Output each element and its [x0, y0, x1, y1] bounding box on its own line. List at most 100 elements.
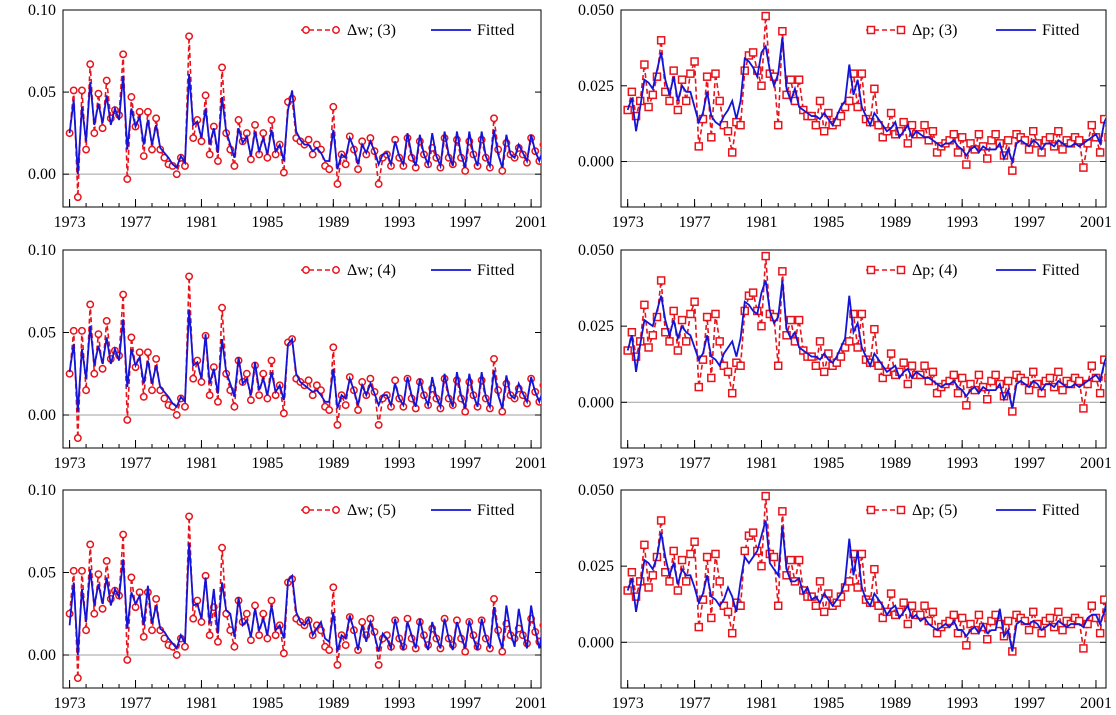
actual-point	[205, 150, 214, 159]
actual-point	[673, 346, 683, 355]
x-tick-label: 1973	[612, 214, 644, 231]
legend-actual-label: Δw; (5)	[347, 502, 396, 519]
actual-point	[143, 348, 152, 357]
actual-point	[119, 290, 128, 299]
actual-point	[1045, 133, 1055, 142]
x-tick-label: 1989	[317, 695, 349, 712]
series-group	[623, 251, 1106, 416]
x-tick-label: 1997	[1013, 695, 1045, 712]
actual-point	[1008, 166, 1017, 175]
actual-point	[1029, 607, 1038, 617]
actual-point	[903, 379, 913, 389]
chart-panel-4: 0.000 0.025 0.050 1973 1977 1981 1985 1989 1993 1…	[578, 242, 1112, 472]
series-group	[623, 491, 1106, 656]
actual-point	[1079, 163, 1088, 172]
actual-point	[757, 561, 766, 571]
x-tick-label: 1985	[812, 455, 844, 472]
actual-point	[640, 60, 649, 69]
x-tick-label: 2001	[515, 214, 547, 231]
actual-point	[694, 622, 704, 632]
actual-point	[857, 549, 867, 559]
actual-point	[1058, 385, 1067, 395]
series-group	[65, 272, 541, 443]
actual-point	[849, 309, 858, 319]
x-tick-label: 2001	[1080, 695, 1112, 712]
x-tick-label: 1989	[879, 695, 911, 712]
y-tick-label: 0.000	[578, 394, 614, 411]
legend-fitted-label: Fitted	[1042, 262, 1079, 279]
x-tick-label: 1985	[251, 455, 283, 472]
actual-point	[769, 552, 779, 562]
actual-point	[246, 636, 255, 645]
x-tick-label: 1977	[679, 695, 711, 712]
x-tick-label: 1981	[745, 214, 777, 231]
actual-point	[325, 646, 334, 654]
actual-point	[259, 369, 268, 378]
actual-point	[702, 72, 712, 81]
actual-point	[740, 546, 750, 556]
actual-point	[690, 537, 699, 547]
chart-panel-2: 0.000 0.025 0.050 1973 1977 1981 1985 1989 1993 1…	[578, 2, 1112, 231]
actual-point	[271, 631, 280, 640]
x-tick-label: 1977	[679, 455, 711, 472]
chart-panel-5: 0.00 0.05 0.10 1973 1977 1981 1985 1989 1993 1997…	[28, 482, 547, 712]
actual-point	[73, 434, 82, 443]
actual-point	[267, 596, 276, 605]
actual-point	[903, 139, 913, 148]
actual-point	[727, 388, 737, 398]
actual-point	[234, 116, 243, 124]
legend-actual-label: Δp; (3)	[912, 22, 957, 39]
actual-point	[119, 530, 128, 539]
x-tick-label: 1973	[612, 455, 644, 472]
legend-actual-marker	[866, 505, 876, 515]
actual-point	[794, 75, 804, 84]
actual-point	[723, 126, 733, 136]
chart-panel-1: 0.00 0.05 0.10 1973 1977 1981 1985 1989 1993 1997…	[28, 2, 547, 231]
actual-point	[1054, 367, 1063, 377]
actual-point	[761, 491, 770, 501]
x-tick-label: 1985	[812, 214, 844, 231]
actual-point	[251, 120, 259, 129]
actual-point	[715, 577, 724, 586]
actual-point	[308, 391, 317, 400]
x-tick-label: 1981	[185, 695, 217, 712]
actual-point	[329, 343, 338, 352]
actual-point	[1104, 613, 1106, 623]
actual-point	[1095, 148, 1105, 157]
actual-point	[677, 315, 687, 325]
actual-point	[686, 309, 695, 319]
actual-point	[242, 369, 251, 378]
actual-point	[86, 540, 95, 549]
actual-point	[263, 153, 272, 162]
actual-point	[1008, 407, 1017, 416]
actual-point	[1087, 361, 1097, 371]
actual-point	[648, 90, 658, 100]
actual-point	[949, 370, 959, 380]
actual-point	[665, 337, 674, 346]
y-tick-label: 0.050	[578, 2, 614, 19]
legend: Δp; (3) Fitted	[866, 22, 1079, 39]
actual-point	[102, 557, 111, 565]
actual-point	[189, 374, 198, 383]
actual-point	[845, 337, 854, 346]
actual-point	[193, 596, 202, 605]
actual-point	[461, 407, 470, 416]
actual-point	[218, 63, 227, 72]
actual-point	[845, 577, 854, 586]
actual-point	[498, 647, 507, 656]
actual-point	[748, 48, 758, 57]
actual-point	[181, 642, 189, 651]
actual-point	[811, 361, 821, 371]
actual-point	[857, 69, 867, 78]
actual-point	[845, 96, 854, 106]
actual-point	[242, 609, 251, 618]
actual-point	[152, 594, 161, 603]
y-tick-label: 0.025	[578, 78, 614, 95]
actual-point	[886, 108, 896, 118]
x-tick-label: 1985	[812, 695, 844, 712]
actual-point	[539, 622, 541, 629]
x-tick-label: 1977	[120, 214, 152, 231]
y-tick-label: 0.05	[28, 565, 56, 582]
actual-point	[957, 373, 967, 383]
actual-point	[773, 361, 783, 371]
